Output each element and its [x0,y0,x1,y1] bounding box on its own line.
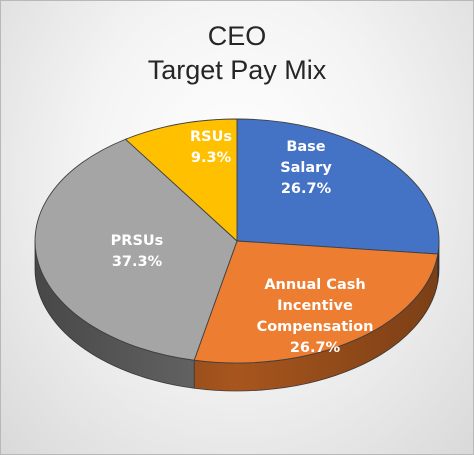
slice-value-label: 9.3% [191,150,232,166]
slice-value-label: 26.7% [281,181,332,197]
slice-label-base-salary: Base Salary 26.7% [280,139,332,197]
pie-top-faces [35,119,439,363]
slice-name-line: PRSUs [111,233,164,249]
slice-name-line: Incentive [277,298,353,314]
slice-name-line: Base [286,139,325,155]
slice-name-line: RSUs [190,129,232,145]
slice-value-label: 37.3% [112,254,163,270]
slice-name-line: Compensation [257,319,374,335]
slice-value-label: 26.7% [290,340,341,356]
slice-name-line: Annual Cash [264,277,365,293]
slice-name-line: Salary [280,160,332,176]
pie-slice-base-salary [237,119,439,254]
